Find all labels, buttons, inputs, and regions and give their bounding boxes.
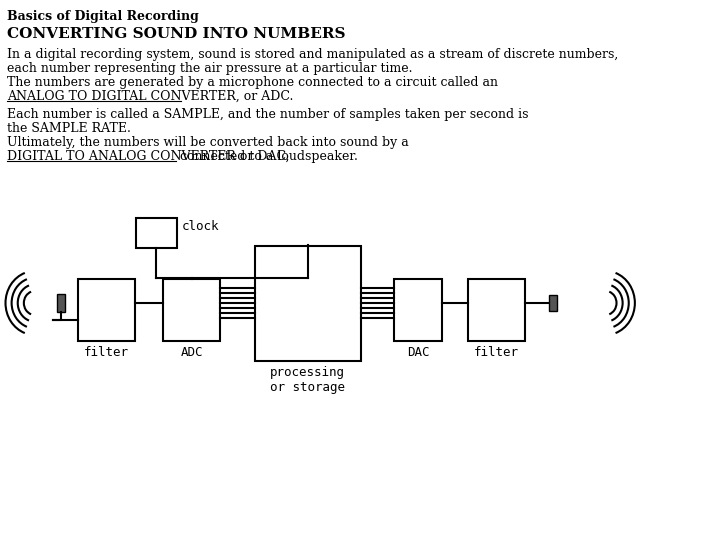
- Bar: [163, 279, 220, 341]
- Text: DAC: DAC: [407, 346, 430, 359]
- Text: clock: clock: [181, 220, 219, 233]
- Text: CONVERTING SOUND INTO NUMBERS: CONVERTING SOUND INTO NUMBERS: [7, 27, 346, 41]
- Bar: [78, 279, 135, 341]
- Text: DIGITAL TO ANALOG CONVERTER or DAC,: DIGITAL TO ANALOG CONVERTER or DAC,: [7, 150, 290, 163]
- Text: filter: filter: [474, 346, 519, 359]
- Text: In a digital recording system, sound is stored and manipulated as a stream of di: In a digital recording system, sound is …: [7, 48, 618, 61]
- Text: the SAMPLE RATE.: the SAMPLE RATE.: [7, 122, 131, 135]
- Bar: [136, 218, 177, 248]
- Text: processing
or storage: processing or storage: [270, 366, 346, 394]
- Text: ADC: ADC: [181, 346, 203, 359]
- Bar: [468, 279, 525, 341]
- Text: ANALOG TO DIGITAL CONVERTER, or ADC.: ANALOG TO DIGITAL CONVERTER, or ADC.: [7, 90, 294, 103]
- Text: connected to a loudspeaker.: connected to a loudspeaker.: [176, 150, 358, 163]
- Text: filter: filter: [84, 346, 129, 359]
- Bar: [395, 279, 442, 341]
- Text: Each number is called a SAMPLE, and the number of samples taken per second is: Each number is called a SAMPLE, and the …: [7, 108, 528, 121]
- Bar: [57, 294, 65, 312]
- Text: Ultimately, the numbers will be converted back into sound by a: Ultimately, the numbers will be converte…: [7, 136, 409, 149]
- Text: each number representing the air pressure at a particular time.: each number representing the air pressur…: [7, 62, 413, 75]
- Text: Basics of Digital Recording: Basics of Digital Recording: [7, 10, 199, 23]
- Bar: [549, 295, 557, 311]
- Bar: [255, 246, 361, 361]
- Text: The numbers are generated by a microphone connected to a circuit called an: The numbers are generated by a microphon…: [7, 76, 498, 89]
